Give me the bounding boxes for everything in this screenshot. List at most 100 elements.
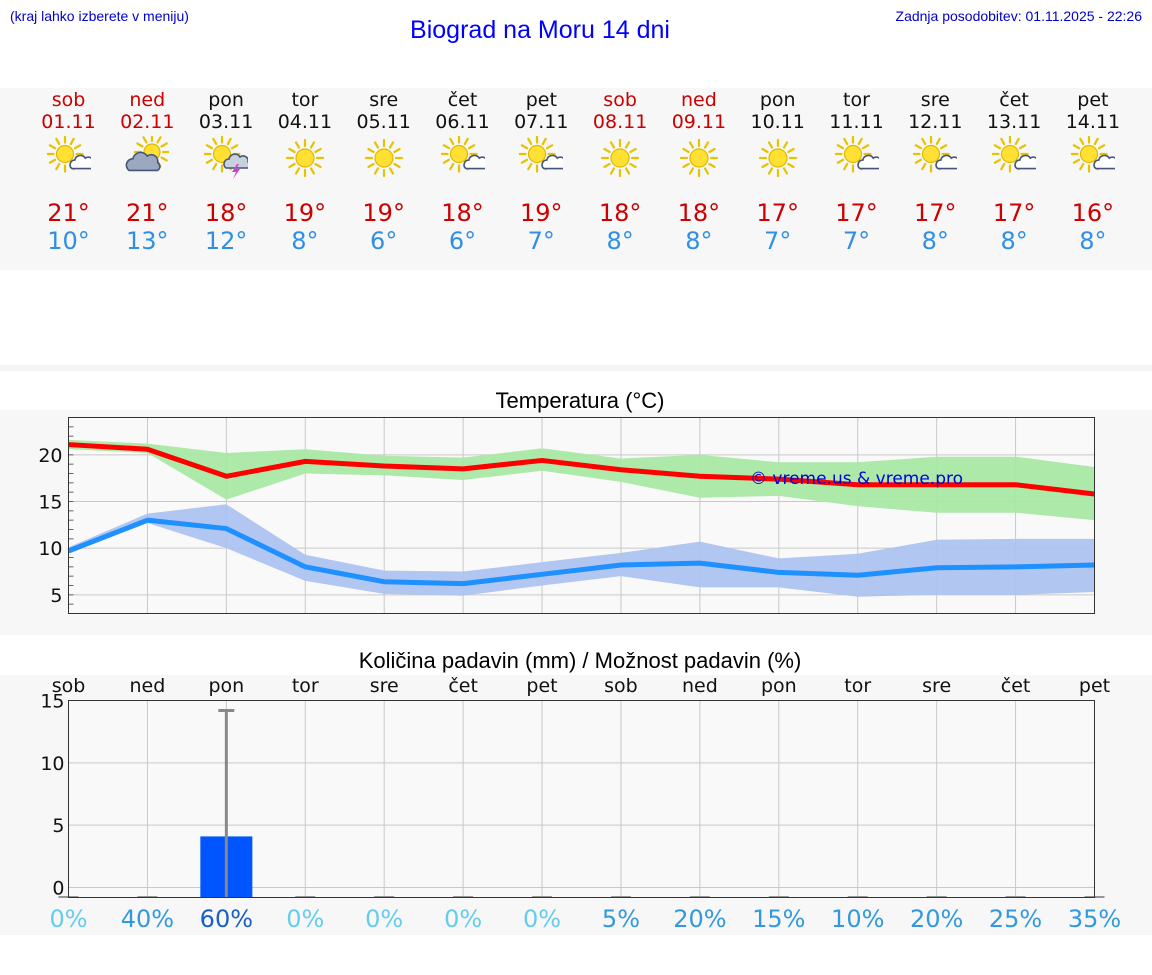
min-temperature: 13° (126, 227, 169, 255)
x-day-label: čet (1001, 675, 1031, 697)
x-day-label: sob (52, 675, 86, 697)
sun-icon (758, 138, 797, 178)
min-temperature: 8° (1079, 227, 1107, 255)
min-temperature: 6° (370, 227, 398, 255)
y-tick-label: 5 (50, 585, 62, 607)
location-menu-hint: (kraj lahko izberete v meniju) (10, 8, 189, 24)
separator-band (0, 365, 1152, 371)
x-day-label: sob (604, 675, 638, 697)
sun-icon (285, 138, 324, 178)
max-temperature: 17° (756, 199, 799, 227)
day-date: 01.11 (41, 111, 96, 133)
page-title: Biograd na Moru 14 dni (410, 16, 670, 44)
max-temperature: 19° (283, 199, 327, 227)
day-name: ned (129, 89, 166, 111)
x-day-label: pon (761, 675, 797, 697)
min-temperature: 8° (1000, 227, 1028, 255)
day-name: ned (680, 89, 717, 111)
max-temperature: 21° (47, 199, 90, 227)
min-temperature: 8° (921, 227, 949, 255)
sun-thunder-icon (204, 136, 249, 179)
day-name: pet (525, 89, 557, 111)
min-temperature: 10° (47, 227, 90, 255)
precipitation-plot-frame (68, 700, 1095, 898)
precipitation-probability: 35% (1068, 905, 1121, 933)
min-temperature: 6° (448, 227, 477, 255)
precipitation-probability: 0% (49, 905, 87, 933)
day-date: 13.11 (986, 111, 1042, 133)
day-name: tor (843, 89, 870, 111)
precipitation-probability: 0% (286, 905, 324, 933)
last-updated: Zadnja posodobitev: 01.11.2025 - 22:26 (895, 8, 1142, 24)
sun-cloud-icon (1070, 136, 1115, 173)
precipitation-probability: 10% (831, 905, 884, 933)
min-temperature: 7° (527, 227, 555, 255)
min-temperature: 7° (842, 227, 871, 255)
sun-icon (600, 138, 640, 178)
y-tick-label: 10 (40, 753, 64, 775)
y-tick-label: 15 (38, 492, 62, 514)
day-date: 06.11 (435, 111, 490, 133)
day-name: pet (1077, 89, 1109, 111)
day-name: sre (369, 89, 399, 111)
forecast-band (0, 88, 1152, 270)
precipitation-probability: 15% (752, 905, 805, 933)
sun-cloud-icon (913, 136, 958, 173)
precipitation-probability: 0% (523, 905, 561, 933)
precipitation-chart-title: Količina padavin (mm) / Možnost padavin … (358, 648, 802, 673)
y-tick-label: 20 (38, 445, 62, 467)
day-name: sob (51, 89, 86, 111)
y-tick-label: 5 (52, 815, 64, 837)
sun-cloud-icon (834, 136, 879, 173)
sun-cloud-icon (992, 136, 1037, 173)
day-date: 04.11 (277, 111, 333, 133)
max-temperature: 18° (598, 199, 642, 227)
sun-cloud-icon (519, 136, 564, 173)
temperature-chart: 5 10 15 20 © vreme.us & vreme.pro (38, 417, 1095, 614)
max-temperature: 19° (362, 199, 405, 227)
day-date: 05.11 (356, 111, 411, 133)
day-date: 12.11 (908, 111, 963, 133)
day-name: pon (208, 89, 244, 111)
min-temperature: 8° (291, 227, 319, 255)
y-tick-label: 10 (38, 538, 62, 560)
cloud-sun-icon (125, 136, 170, 172)
max-temperature: 18° (677, 199, 721, 227)
x-day-label: ned (682, 675, 718, 697)
x-day-label: pet (526, 675, 557, 697)
precipitation-probability: 5% (602, 905, 640, 933)
sun-cloud-icon (440, 136, 485, 173)
x-day-label: čet (448, 675, 478, 697)
temperature-max-range-band (68, 439, 1095, 521)
min-temperature: 8° (685, 227, 713, 255)
x-day-label: ned (130, 675, 166, 697)
max-temperature: 16° (1071, 199, 1115, 227)
day-name: tor (291, 89, 319, 111)
max-temperature: 21° (126, 199, 169, 227)
max-temperature: 17° (914, 199, 957, 227)
x-day-label: pon (208, 675, 244, 697)
day-date: 08.11 (592, 111, 648, 133)
day-name: čet (999, 89, 1029, 111)
precipitation-probability: 60% (200, 905, 253, 933)
day-date: 03.11 (198, 111, 254, 133)
min-temperature: 8° (606, 227, 634, 255)
sun-icon (364, 138, 403, 178)
temperature-min-line (67, 517, 1095, 587)
y-tick-label: 0 (52, 878, 64, 900)
sun-icon (679, 138, 718, 178)
day-date: 02.11 (120, 111, 175, 133)
day-date: 09.11 (671, 111, 727, 133)
day-name: sre (920, 89, 950, 111)
day-name: sob (603, 89, 637, 111)
y-tick-label: 15 (40, 691, 64, 713)
temperature-plot-frame (68, 417, 1095, 614)
day-name: čet (447, 89, 478, 111)
max-temperature: 19° (520, 199, 563, 227)
x-day-label: sre (370, 675, 399, 697)
precipitation-probability: 20% (910, 905, 963, 933)
copyright-watermark: © vreme.us & vreme.pro (750, 469, 963, 489)
max-temperature: 18° (204, 199, 248, 227)
x-day-label: sre (922, 675, 951, 697)
